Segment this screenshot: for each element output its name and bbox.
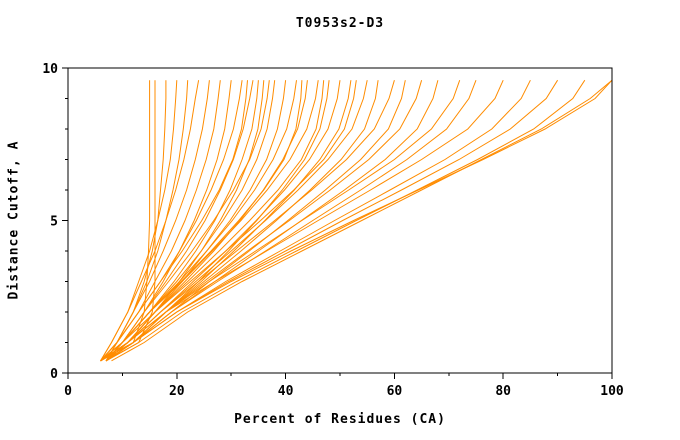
x-tick-label: 60 bbox=[387, 384, 403, 399]
y-tick-label: 5 bbox=[50, 215, 58, 230]
model-curve bbox=[100, 79, 559, 362]
model-curve bbox=[100, 80, 368, 362]
model-curve bbox=[100, 80, 243, 362]
x-tick-label: 80 bbox=[495, 384, 511, 399]
model-curve bbox=[105, 79, 586, 362]
x-axis-label: Percent of Residues (CA) bbox=[234, 412, 446, 427]
model-curve bbox=[105, 80, 308, 362]
model-curve bbox=[105, 80, 379, 362]
model-curve bbox=[100, 79, 504, 362]
x-tick-label: 20 bbox=[169, 384, 185, 399]
model-curve bbox=[100, 80, 395, 362]
model-curve bbox=[100, 80, 167, 362]
model-curve bbox=[105, 80, 439, 362]
model-curve bbox=[100, 80, 319, 362]
x-tick-label: 0 bbox=[64, 384, 72, 399]
model-curve bbox=[100, 80, 248, 362]
x-tick-label: 100 bbox=[600, 384, 624, 399]
model-curve bbox=[100, 80, 276, 362]
model-curve bbox=[100, 80, 151, 362]
model-curve bbox=[105, 80, 352, 362]
model-curve bbox=[105, 80, 254, 362]
y-tick-label: 0 bbox=[50, 367, 58, 382]
model-curve bbox=[105, 80, 477, 362]
model-curve bbox=[111, 79, 613, 362]
model-curve bbox=[100, 79, 613, 362]
y-tick-label: 10 bbox=[42, 62, 58, 77]
model-curve bbox=[105, 80, 232, 362]
model-curve bbox=[105, 80, 156, 362]
model-curve bbox=[105, 80, 270, 362]
model-curve bbox=[100, 80, 461, 362]
model-curve bbox=[105, 80, 325, 362]
model-curve bbox=[100, 80, 357, 362]
x-tick-label: 40 bbox=[278, 384, 294, 399]
model-curve bbox=[100, 80, 200, 362]
chart-title: T0953s2-D3 bbox=[295, 16, 385, 31]
model-curve bbox=[105, 80, 210, 362]
